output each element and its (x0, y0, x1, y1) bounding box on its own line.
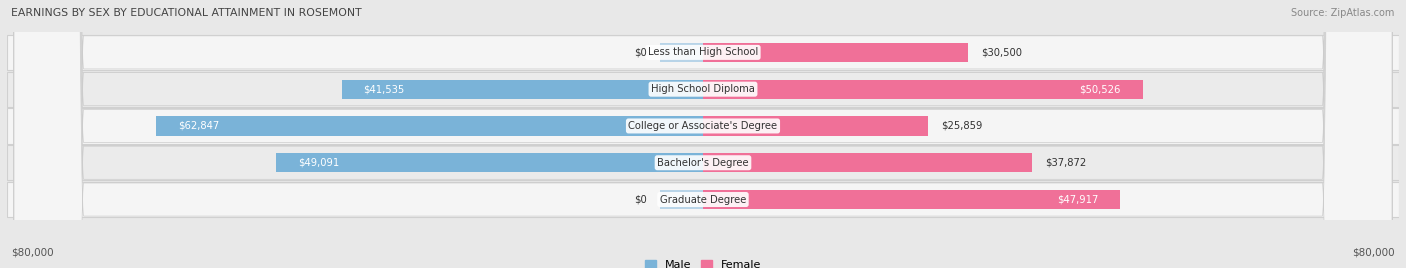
Bar (7, 145, 1399, 180)
FancyBboxPatch shape (14, 0, 1392, 268)
Bar (659, 43, 703, 62)
Bar (156, 116, 703, 136)
Text: $37,872: $37,872 (1046, 158, 1087, 168)
Text: Less than High School: Less than High School (648, 47, 758, 57)
Legend: Male, Female: Male, Female (641, 255, 765, 268)
Bar (703, 80, 1143, 99)
Text: High School Diploma: High School Diploma (651, 84, 755, 94)
Text: $47,917: $47,917 (1057, 195, 1098, 204)
Text: College or Associate's Degree: College or Associate's Degree (628, 121, 778, 131)
Bar (703, 116, 928, 136)
FancyBboxPatch shape (14, 0, 1392, 268)
Bar (703, 190, 1119, 209)
Bar (659, 190, 703, 209)
Text: $0: $0 (634, 47, 647, 57)
Text: $80,000: $80,000 (11, 247, 53, 257)
FancyBboxPatch shape (14, 0, 1392, 268)
FancyBboxPatch shape (14, 0, 1392, 268)
Text: $80,000: $80,000 (1353, 247, 1395, 257)
Text: EARNINGS BY SEX BY EDUCATIONAL ATTAINMENT IN ROSEMONT: EARNINGS BY SEX BY EDUCATIONAL ATTAINMEN… (11, 8, 361, 18)
Bar (342, 80, 703, 99)
Bar (276, 153, 703, 172)
Bar (703, 43, 969, 62)
Text: Bachelor's Degree: Bachelor's Degree (657, 158, 749, 168)
Text: Source: ZipAtlas.com: Source: ZipAtlas.com (1291, 8, 1395, 18)
Text: $49,091: $49,091 (298, 158, 339, 168)
Text: $25,859: $25,859 (941, 121, 983, 131)
Bar (7, 108, 1399, 144)
FancyBboxPatch shape (14, 0, 1392, 268)
Bar (7, 72, 1399, 107)
Bar (703, 153, 1032, 172)
Bar (7, 182, 1399, 217)
Bar (7, 35, 1399, 70)
Text: $30,500: $30,500 (981, 47, 1022, 57)
Text: $62,847: $62,847 (179, 121, 219, 131)
Text: $50,526: $50,526 (1080, 84, 1121, 94)
Text: $0: $0 (634, 195, 647, 204)
Text: $41,535: $41,535 (363, 84, 405, 94)
Text: Graduate Degree: Graduate Degree (659, 195, 747, 204)
